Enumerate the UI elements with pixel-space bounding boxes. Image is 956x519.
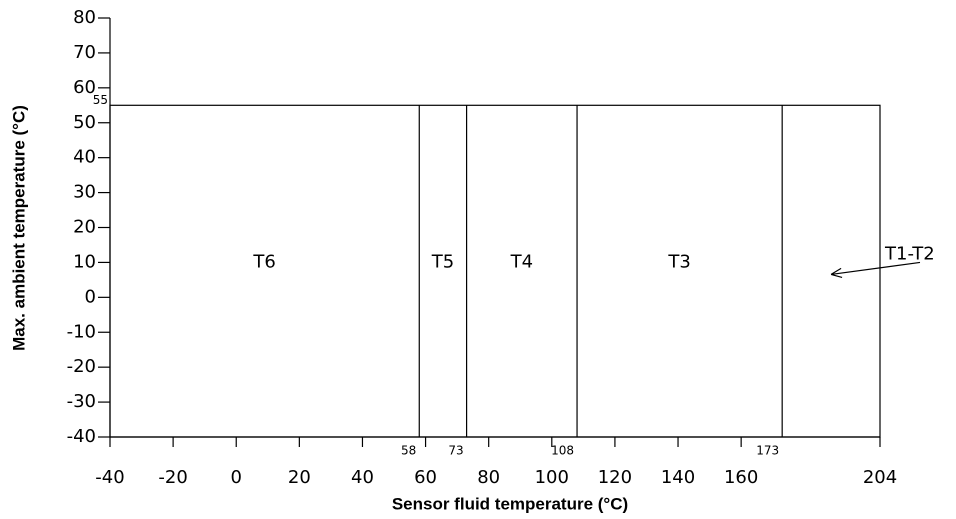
x-tick-label: -20 <box>158 467 187 488</box>
x-tick-label: 204 <box>863 467 897 488</box>
zone-label: T1-T2 <box>884 243 935 264</box>
x-tick-label: 140 <box>661 467 695 488</box>
x-tick-label: 100 <box>535 467 569 488</box>
boundary-label: 173 <box>756 444 779 458</box>
y-tick-label: -20 <box>67 356 96 377</box>
zone-label: T4 <box>510 251 533 272</box>
x-tick-label: 120 <box>598 467 632 488</box>
boundary-label: 108 <box>551 444 574 458</box>
zone-label: T3 <box>667 251 690 272</box>
y-tick-label: -30 <box>67 391 96 412</box>
boundary-label: 73 <box>448 444 463 458</box>
y-tick-label: -10 <box>67 321 96 342</box>
x-tick-label: -40 <box>95 467 124 488</box>
y-tick-label: 0 <box>85 286 96 307</box>
zone-arrow <box>830 261 921 278</box>
y-tick-label: 80 <box>73 7 96 28</box>
x-tick-label: 20 <box>288 467 311 488</box>
zone-label: T6 <box>252 251 275 272</box>
y-tick-label: 70 <box>73 42 96 63</box>
y-axis-label: Max. ambient temperature (°C) <box>9 105 28 351</box>
y-tick-label: -40 <box>67 426 96 447</box>
y-tick-label: 50 <box>73 112 96 133</box>
x-tick-label: 80 <box>477 467 500 488</box>
y-tick-label: 20 <box>73 217 96 238</box>
x-tick-label: 0 <box>231 467 242 488</box>
boundary-label: 58 <box>401 444 416 458</box>
x-tick-label: 160 <box>724 467 758 488</box>
y-tick-label: 40 <box>73 147 96 168</box>
max-ambient-area <box>109 104 881 438</box>
x-axis-label: Sensor fluid temperature (°C) <box>392 494 628 513</box>
zone-label: T5 <box>431 251 454 272</box>
y-tick-label: 30 <box>73 182 96 203</box>
x-tick-label: 60 <box>414 467 437 488</box>
max-ambient-label: 55 <box>93 93 108 107</box>
x-tick-label: 40 <box>351 467 374 488</box>
y-tick-label: 60 <box>73 77 96 98</box>
y-tick-label: 10 <box>73 251 96 272</box>
